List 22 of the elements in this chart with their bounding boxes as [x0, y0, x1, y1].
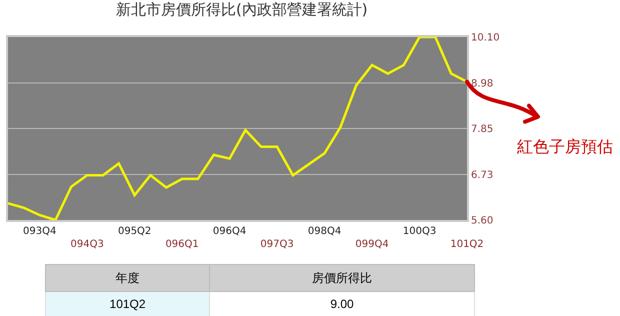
x-tick-label: 095Q2: [118, 226, 152, 237]
x-tick-label: 099Q4: [355, 239, 389, 250]
y-tick-label: 10.10: [471, 32, 500, 44]
x-tick-label: 098Q4: [308, 226, 342, 237]
text: 紅色子房預估: [517, 137, 613, 156]
chart-title: 新北市房價所得比(內政部營建署統計): [116, 0, 368, 18]
x-tick-label: 100Q3: [402, 226, 436, 237]
text: 年度: [46, 264, 210, 292]
x-tick-label: 096Q4: [212, 226, 246, 237]
y-tick-label: 8.98: [471, 78, 494, 90]
y-tick-label: 7.85: [471, 124, 494, 135]
x-tick-label: 094Q3: [70, 239, 104, 250]
y-tick-label: 5.60: [471, 216, 494, 226]
x-tick-label: 101Q2: [450, 239, 484, 250]
y-tick-label: 6.73: [471, 170, 494, 181]
text: 101Q2: [46, 292, 210, 316]
line-series: [8, 37, 467, 220]
x-tick-label: 093Q4: [22, 226, 56, 237]
text: 9.00: [210, 292, 474, 316]
x-tick-label: 097Q3: [260, 239, 294, 250]
text: 房價所得比: [210, 264, 474, 292]
x-tick-label: 096Q1: [165, 239, 199, 250]
